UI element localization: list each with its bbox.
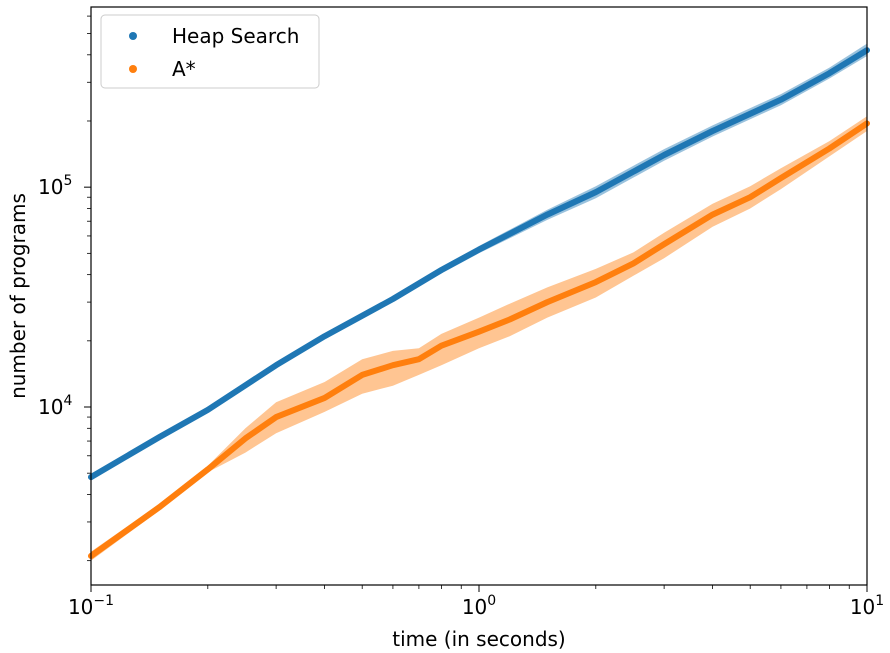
y-tick-label: 104 (38, 393, 72, 419)
x-tick-label: 100 (462, 593, 496, 619)
x-axis-label: time (in seconds) (392, 627, 566, 651)
y-tick-label: 105 (38, 173, 72, 199)
x-tick-label: 10−1 (68, 593, 114, 619)
line-a (88, 120, 870, 559)
legend-frame (100, 14, 320, 89)
legend: Heap Search A* (100, 14, 320, 89)
legend-marker-heap-search (129, 32, 137, 40)
band-a (91, 116, 867, 561)
axis-ticks: 10−1 100 101 104 105 (38, 15, 884, 619)
band-heap-search (91, 43, 867, 480)
line-heap-search (88, 47, 870, 481)
plot-frame (90, 6, 868, 586)
legend-label-a-star: A* (172, 57, 196, 81)
x-tick-label: 101 (850, 593, 884, 619)
legend-marker-a-star (129, 65, 137, 73)
confidence-bands (91, 43, 867, 561)
series-lines (88, 47, 870, 559)
y-axis-label: number of programs (6, 193, 30, 399)
legend-label-heap-search: Heap Search (172, 24, 299, 48)
